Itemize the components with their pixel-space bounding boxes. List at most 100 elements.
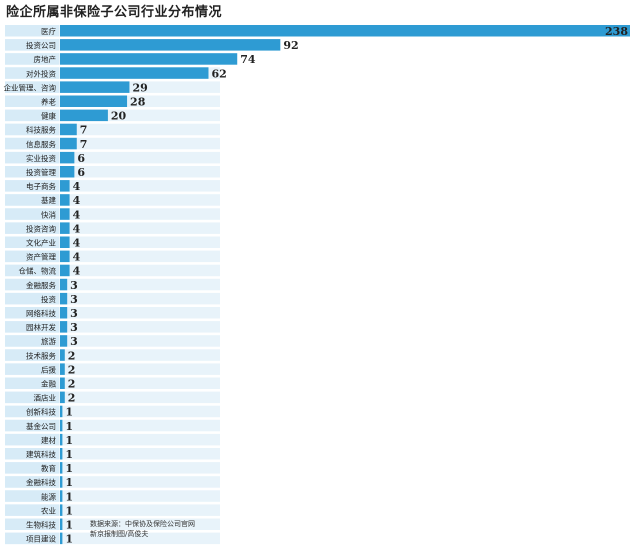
category-label-bg [5,335,59,347]
row-band [5,349,220,361]
category-label-bg [5,462,59,474]
value-label: 4 [73,237,81,250]
row-band [5,222,220,234]
category-label-bg [5,95,59,107]
row-band [5,377,220,389]
value-label: 2 [68,392,76,405]
category-label: 旅游 [41,336,56,346]
source-line: 数据来源：中保协及保险公司官网 [90,520,195,528]
bar [60,490,63,502]
bar [60,391,65,404]
category-label: 实业投资 [26,153,56,163]
category-label-bg [5,151,59,164]
row-band [5,490,220,502]
bar [60,166,75,178]
value-label: 1 [65,434,73,447]
category-label: 农业 [41,505,56,515]
chart-title: 险企所属非保险子公司行业分布情况 [6,5,223,20]
value-label: 74 [240,53,256,66]
value-label: 1 [65,519,73,532]
value-label: 238 [605,25,628,38]
value-label: 2 [68,349,76,362]
value-label: 1 [65,490,73,503]
row-band [5,405,220,418]
category-label-bg [5,377,59,389]
category-label-bg [5,194,59,206]
category-label-bg [5,208,59,220]
value-label: 1 [65,420,73,433]
category-label: 建材 [41,435,56,445]
category-label: 建筑科技 [26,449,56,459]
value-label: 3 [70,307,78,320]
category-label: 房地产 [34,54,57,64]
row-band [5,236,220,248]
bar [60,307,68,319]
value-label: 3 [70,293,78,306]
row-band [5,335,220,347]
bar [60,292,68,305]
category-label: 金融 [41,379,56,389]
bar [60,462,63,474]
bar [60,222,70,234]
category-label: 医疗 [41,26,56,36]
row-band [5,180,220,192]
bar [60,377,65,389]
row-band [5,264,220,277]
bar [60,67,209,79]
category-label: 快消 [41,209,56,219]
category-label-bg [5,419,59,432]
row-band [5,307,220,319]
category-label: 创新科技 [26,407,56,417]
value-label: 4 [73,222,81,235]
category-label: 酒店业 [34,393,57,403]
category-label: 资产管理 [26,252,56,262]
bar [60,53,238,65]
row-band [5,278,220,291]
category-label-bg [5,53,59,65]
category-label: 信息服务 [26,139,56,149]
row-band [5,504,220,516]
category-label: 投资管理 [26,167,56,177]
value-label: 4 [73,180,81,193]
category-label: 企业管理、咨询 [4,82,57,92]
value-label: 28 [130,96,146,109]
row-band [5,321,220,333]
bar [60,433,63,446]
bar [60,39,281,51]
category-label: 能源 [41,491,56,501]
category-label-bg [5,307,59,319]
category-label: 金融科技 [26,477,56,487]
bar [60,532,63,545]
value-label: 4 [73,208,81,221]
row-band [5,166,220,178]
category-label: 健康 [41,111,56,121]
category-label-bg [5,321,59,333]
category-label: 教育 [41,463,56,473]
value-label: 1 [65,448,73,461]
category-label-bg [5,123,59,136]
value-label: 2 [68,363,76,376]
row-band [5,292,220,305]
value-label: 3 [70,335,78,348]
bar [60,180,70,192]
category-label-bg [5,490,59,502]
bar [60,504,63,516]
bar [60,236,70,248]
category-label-bg [5,518,59,530]
row-band [5,137,220,150]
category-label-bg [5,222,59,234]
bar [60,518,63,530]
category-label-bg [5,391,59,404]
credit-line: 新京报制图/高俊夫 [90,530,149,538]
value-label: 4 [73,265,81,278]
category-label-bg [5,166,59,178]
value-label: 1 [65,406,73,419]
category-label: 投资公司 [26,40,56,50]
row-band [5,109,220,122]
value-label: 7 [80,138,88,151]
value-label: 62 [211,67,226,80]
value-label: 4 [73,194,81,207]
bar [60,208,70,220]
row-band [5,433,220,446]
